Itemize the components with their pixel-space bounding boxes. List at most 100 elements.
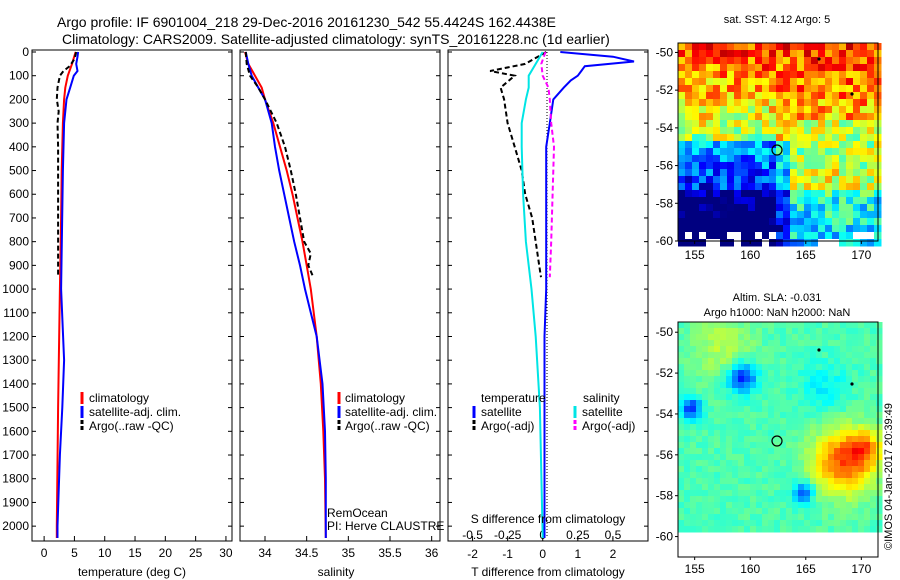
map-cell <box>714 448 721 455</box>
map-cell <box>811 176 819 184</box>
map-cell <box>762 490 769 497</box>
map-cell <box>797 148 805 156</box>
map-cell <box>858 484 865 491</box>
map-cell <box>858 364 865 371</box>
map-cell <box>708 358 715 365</box>
map-cell <box>692 85 700 93</box>
map-cell <box>720 57 728 65</box>
map-cell <box>774 454 781 461</box>
map-cell <box>822 454 829 461</box>
map-cell <box>762 169 770 177</box>
map-cell <box>798 526 805 533</box>
map-cell <box>876 406 883 413</box>
map-cell <box>804 239 812 247</box>
map-cell <box>727 85 735 93</box>
map-cell <box>769 64 777 72</box>
map-cell <box>685 127 693 135</box>
map-cell <box>726 520 733 527</box>
map-cell <box>839 99 847 107</box>
map-cell <box>852 520 859 527</box>
map-cell <box>755 176 763 184</box>
map-cell <box>860 113 868 121</box>
map-cell <box>762 424 769 431</box>
map-cell <box>816 496 823 503</box>
map-cell <box>798 358 805 365</box>
map-cell <box>690 346 697 353</box>
map-cell <box>783 218 791 226</box>
map-cell <box>790 57 798 65</box>
map-cell <box>832 190 840 198</box>
map-cell <box>732 490 739 497</box>
map-cell <box>690 382 697 389</box>
map-cell <box>699 106 707 114</box>
series-satellite-adj-clim-line <box>56 51 80 538</box>
map-cell <box>864 328 871 335</box>
map-cell <box>786 466 793 473</box>
map-cell <box>783 78 791 86</box>
map-cell <box>797 183 805 191</box>
map-cell <box>839 78 847 86</box>
map-cell <box>720 526 727 533</box>
map-cell <box>755 71 763 79</box>
map-cell <box>858 424 865 431</box>
map-cell <box>692 92 700 100</box>
map-cell <box>852 406 859 413</box>
map-cell <box>780 382 787 389</box>
map-cell <box>706 71 714 79</box>
map-cell <box>741 197 749 205</box>
map-cell <box>834 400 841 407</box>
map-cell <box>786 496 793 503</box>
map-cell <box>876 496 883 503</box>
map-cell <box>762 508 769 515</box>
map-cell <box>860 92 868 100</box>
map-cell <box>834 412 841 419</box>
map-cell <box>726 490 733 497</box>
map-cell <box>822 352 829 359</box>
map-cell <box>685 239 693 247</box>
map-cell <box>741 120 749 128</box>
map-cell <box>720 406 727 413</box>
map-cell <box>769 78 777 86</box>
map-cell <box>762 120 770 128</box>
map-cell <box>696 436 703 443</box>
map-cell <box>825 78 833 86</box>
map-cell <box>750 484 757 491</box>
map-cell <box>720 484 727 491</box>
map-cell <box>734 50 742 58</box>
map-cell <box>853 162 861 170</box>
map-cell <box>804 162 812 170</box>
map-cell <box>750 448 757 455</box>
map-cell <box>783 99 791 107</box>
map-cell <box>822 526 829 533</box>
map-cell <box>727 127 735 135</box>
map-cell <box>748 183 756 191</box>
map-cell <box>832 141 840 149</box>
map-cell <box>834 448 841 455</box>
map-cell <box>714 424 721 431</box>
map-cell <box>780 400 787 407</box>
map-cell <box>756 376 763 383</box>
map-cell <box>678 496 685 503</box>
map-cell <box>732 358 739 365</box>
map-cell <box>748 211 756 219</box>
map-cell <box>792 376 799 383</box>
map-cell <box>786 400 793 407</box>
map-cell <box>853 155 861 163</box>
map-cell <box>720 106 728 114</box>
map-cell <box>738 334 745 341</box>
map-cell <box>769 197 777 205</box>
depth-tick-label: 1600 <box>2 424 29 438</box>
salinity-axes-frame <box>239 49 441 542</box>
map-y-tick-label: -58 <box>656 489 674 503</box>
map-cell <box>774 364 781 371</box>
map-cell <box>744 352 751 359</box>
map-cell <box>858 412 865 419</box>
map-cell <box>769 218 777 226</box>
imos-credit: ©IMOS 04-Jan-2017 20:39:49 <box>883 403 895 550</box>
map-cell <box>798 370 805 377</box>
map-cell <box>685 43 693 51</box>
map-cell <box>756 490 763 497</box>
map-cell <box>858 382 865 389</box>
map-cell <box>834 358 841 365</box>
map-cell <box>876 334 883 341</box>
